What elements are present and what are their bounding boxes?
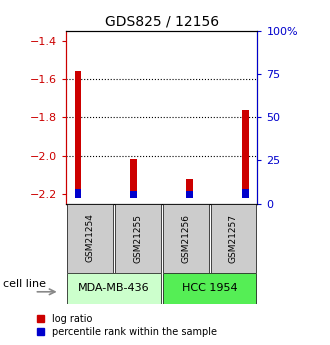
Text: GSM21256: GSM21256 [181, 214, 190, 263]
Bar [67, 273, 161, 304]
Text: cell line: cell line [3, 279, 46, 289]
Bar [130, 191, 137, 198]
Text: MDA-MB-436: MDA-MB-436 [78, 283, 150, 293]
Bar [163, 273, 256, 304]
Bar [211, 204, 256, 273]
Bar [163, 204, 209, 273]
Bar [67, 204, 113, 273]
Bar [75, 189, 82, 198]
Bar [186, 179, 193, 198]
Bar [186, 191, 193, 198]
Bar [115, 204, 161, 273]
Bar [130, 159, 137, 198]
Title: GDS825 / 12156: GDS825 / 12156 [105, 14, 219, 29]
Text: GSM21257: GSM21257 [229, 214, 238, 263]
Text: GSM21254: GSM21254 [85, 214, 94, 263]
Legend: log ratio, percentile rank within the sample: log ratio, percentile rank within the sa… [37, 314, 217, 337]
Text: GSM21255: GSM21255 [133, 214, 142, 263]
Text: HCC 1954: HCC 1954 [182, 283, 237, 293]
Bar [75, 71, 82, 198]
Bar [242, 189, 249, 198]
Bar [242, 110, 249, 198]
